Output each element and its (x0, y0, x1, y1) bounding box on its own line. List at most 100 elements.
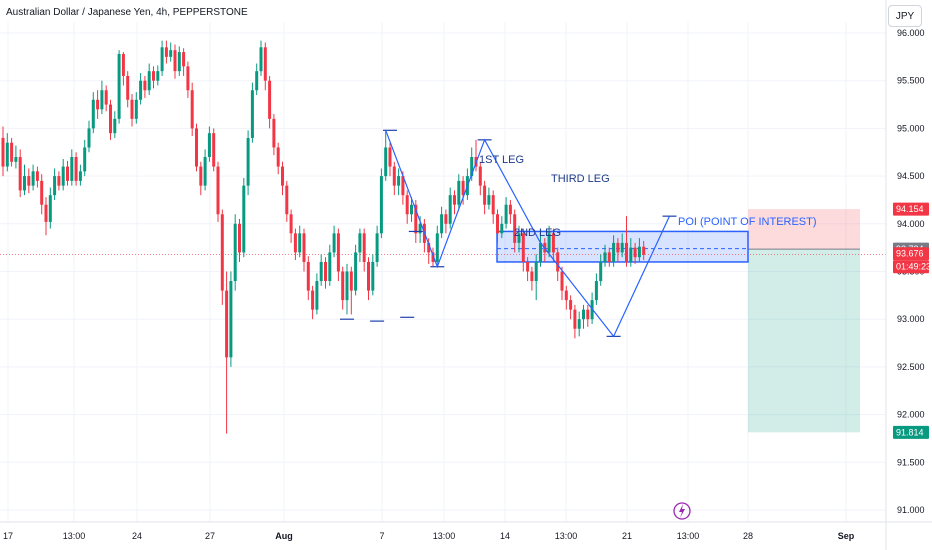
candle-body (246, 137, 250, 186)
candle-body (612, 242, 616, 262)
candle-body (87, 128, 91, 148)
candle-body (444, 214, 448, 224)
candle-body (298, 233, 302, 253)
time-tick-label: 28 (743, 531, 753, 541)
candle-body (427, 242, 431, 253)
candle-body (130, 99, 134, 119)
lightning-icon (679, 504, 685, 518)
candle-body (229, 281, 233, 358)
price-tick-label: 95.000 (897, 123, 925, 133)
candle-body (440, 214, 444, 234)
time-tick-label: 13:00 (63, 531, 86, 541)
candle-body (70, 157, 74, 181)
candle-body (564, 290, 568, 301)
candle-body (500, 223, 504, 234)
price-tick-label: 92.000 (897, 410, 925, 420)
candle-body (96, 99, 100, 110)
time-tick-label: Aug (275, 531, 293, 541)
candle-body (504, 204, 508, 224)
candle-body (31, 171, 35, 186)
grid (0, 22, 886, 522)
candle-body (569, 300, 573, 310)
candle-body (302, 233, 306, 262)
price-tick-label: 96.000 (897, 28, 925, 38)
candle-body (306, 261, 310, 291)
candle-body (470, 157, 474, 177)
time-tick-label: Sep (838, 531, 855, 541)
candle-body (586, 309, 590, 320)
candle-body (203, 157, 207, 186)
price-tag-bg (893, 260, 929, 274)
candle-body (508, 204, 512, 215)
candle-body (1, 137, 5, 167)
candle-body (276, 147, 280, 167)
candle-body (551, 233, 555, 253)
candle-body (431, 252, 435, 262)
candle-body (113, 118, 117, 134)
candle-body (521, 233, 525, 262)
candle-body (573, 309, 577, 329)
candle-body (61, 166, 65, 186)
candle-body (642, 246, 646, 255)
candle-body (354, 252, 358, 291)
candle-body (418, 223, 422, 234)
time-tick-label: 21 (622, 531, 632, 541)
price-tag-label: 94.154 (896, 204, 924, 214)
candle-body (83, 147, 87, 172)
price-tag-bg (893, 247, 929, 261)
candle-body (152, 71, 155, 81)
candle-body (134, 99, 138, 119)
candle-body (27, 176, 31, 186)
time-tick-label: 17 (3, 531, 13, 541)
candle-body (560, 271, 564, 291)
candle-body (388, 147, 392, 167)
candle-body (625, 242, 628, 262)
candle-body (53, 176, 57, 196)
time-tick-label: 24 (132, 531, 142, 541)
candle-body (272, 118, 276, 148)
drawings (0, 209, 886, 433)
candle-body (169, 50, 173, 57)
currency-button[interactable]: JPY (888, 5, 922, 27)
candle-body (453, 195, 456, 205)
price-tick-label: 94.500 (897, 171, 925, 181)
candle-body (139, 80, 143, 100)
chart-title: Australian Dollar / Japanese Yen, 4h, PE… (6, 7, 248, 18)
candle-body (23, 176, 26, 191)
price-tag-label: 91.814 (896, 427, 924, 437)
candle-body (66, 166, 69, 181)
candle-body (392, 166, 396, 186)
candle-body (637, 246, 641, 258)
candle-body (156, 71, 160, 81)
candle-body (517, 233, 521, 243)
candle-body (616, 242, 620, 253)
candle-body (324, 261, 327, 282)
candle-body (255, 71, 259, 91)
candle-body (582, 309, 585, 320)
candle-body (250, 90, 254, 138)
candle-body (160, 47, 164, 72)
candle-body (336, 233, 340, 272)
candle-body (259, 47, 263, 72)
candle-body (397, 176, 401, 186)
price-tick-label: 93.000 (897, 314, 925, 324)
candle-body (341, 271, 345, 301)
candle-body (379, 176, 383, 234)
candle-body (186, 66, 190, 91)
candle-body (263, 47, 267, 81)
label-poi: POI (POINT OF INTEREST) (678, 216, 817, 228)
candle-body (483, 185, 487, 205)
candle-body (104, 90, 108, 105)
candle-body (207, 133, 211, 158)
take-profit-zone (748, 249, 860, 433)
candle-body (177, 52, 181, 72)
candle-body (448, 195, 452, 224)
candle-body (530, 271, 534, 282)
candle-body (190, 90, 194, 129)
candle-body (48, 195, 52, 222)
candle-body (199, 166, 203, 186)
candle-body (233, 223, 237, 282)
candle-body (164, 47, 168, 57)
